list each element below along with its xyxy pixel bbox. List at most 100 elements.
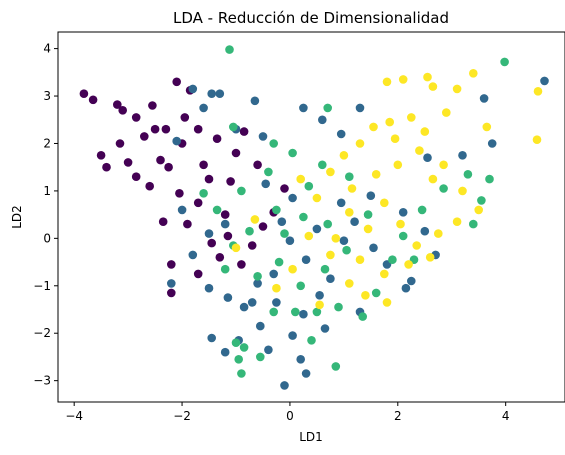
scatter-point [288, 193, 297, 203]
scatter-point [204, 174, 214, 184]
scatter-point [250, 96, 260, 106]
scatter-point [320, 324, 330, 333]
scatter-point [318, 160, 327, 170]
scatter-point [225, 45, 234, 54]
scatter-point [380, 269, 389, 279]
scatter-point [193, 124, 203, 134]
scatter-point [331, 234, 341, 243]
y-tick-label: 4 [43, 42, 51, 56]
scatter-point [369, 122, 378, 132]
scatter-point [207, 333, 216, 343]
scatter-point [188, 250, 198, 260]
scatter-point [220, 347, 230, 357]
scatter-point [258, 132, 268, 141]
scatter-point [172, 136, 181, 146]
scatter-point [212, 134, 222, 143]
scatter-point [245, 226, 254, 236]
scatter-point [288, 331, 297, 340]
scatter-point [320, 264, 330, 274]
scatter-point [307, 336, 316, 345]
scatter-point [334, 302, 343, 312]
scatter-point [253, 160, 262, 170]
scatter-point [88, 95, 98, 105]
scatter-point [463, 170, 473, 179]
scatter-point [269, 269, 279, 279]
scatter-point [420, 127, 430, 136]
scatter-point [482, 122, 492, 132]
scatter-point [296, 174, 306, 184]
scatter-point [183, 219, 192, 229]
scatter-point [193, 269, 203, 279]
scatter-point [345, 208, 354, 217]
scatter-point [355, 255, 365, 264]
y-tick-label: 1 [43, 184, 51, 198]
scatter-point [361, 291, 370, 300]
scatter-point [323, 103, 333, 113]
scatter-point [115, 139, 125, 148]
scatter-point [237, 369, 246, 378]
scatter-point [390, 134, 400, 143]
scatter-point [180, 113, 190, 122]
x-axis-ticks: −4 −2 0 2 4 [65, 402, 509, 423]
scatter-point [226, 177, 235, 186]
scatter-point [204, 229, 214, 238]
scatter-point [199, 189, 208, 198]
x-tick-label: −4 [65, 409, 83, 423]
scatter-point [420, 226, 430, 236]
scatter-point [371, 170, 381, 179]
scatter-point [231, 243, 241, 253]
scatter-point [204, 283, 214, 293]
scatter-point [336, 198, 346, 208]
scatter-point [188, 84, 198, 94]
scatter-point [477, 196, 486, 205]
scatter-point [167, 288, 176, 298]
scatter-point [272, 298, 281, 307]
y-tick-label: −3 [33, 374, 51, 388]
scatter-point [355, 139, 365, 148]
scatter-point [396, 219, 405, 229]
scatter-point [269, 307, 279, 317]
scatter-point [366, 191, 376, 200]
scatter-point [291, 307, 300, 317]
scatter-point [280, 184, 289, 193]
x-axis-label: LD1 [299, 430, 323, 444]
scatter-point [299, 309, 308, 319]
scatter-point [315, 300, 324, 310]
scatter-point [234, 355, 243, 364]
scatter-point [131, 113, 141, 122]
scatter-point [404, 260, 413, 269]
scatter-point [296, 281, 306, 291]
scatter-point [371, 288, 381, 298]
scatter-point [215, 252, 225, 262]
scatter-point [253, 272, 262, 281]
scatter-point [158, 217, 168, 226]
scatter-point [458, 151, 467, 160]
scatter-point [280, 381, 289, 390]
scatter-point [231, 338, 241, 348]
scatter-point [255, 321, 265, 331]
y-tick-label: −1 [33, 279, 51, 293]
scatter-point [469, 219, 478, 229]
scatter-point [434, 229, 443, 238]
scatter-point [277, 217, 287, 226]
x-tick-label: 4 [502, 409, 510, 423]
scatter-point [296, 355, 306, 364]
scatter-point [358, 312, 368, 321]
scatter-point [212, 205, 222, 215]
scatter-point [299, 103, 308, 113]
scatter-point [223, 231, 233, 241]
scatter-point [118, 106, 127, 115]
scatter-point [261, 179, 271, 189]
scatter-point [215, 89, 225, 98]
scatter-point [398, 208, 408, 217]
scatter-point [247, 241, 257, 250]
scatter-point [231, 148, 241, 158]
scatter-point [312, 193, 322, 203]
scatter-point [439, 184, 448, 193]
scatter-point [439, 160, 448, 170]
scatter-point [363, 224, 373, 234]
scatter-point [272, 205, 281, 215]
scatter-point [239, 302, 249, 312]
scatter-point [220, 210, 230, 219]
